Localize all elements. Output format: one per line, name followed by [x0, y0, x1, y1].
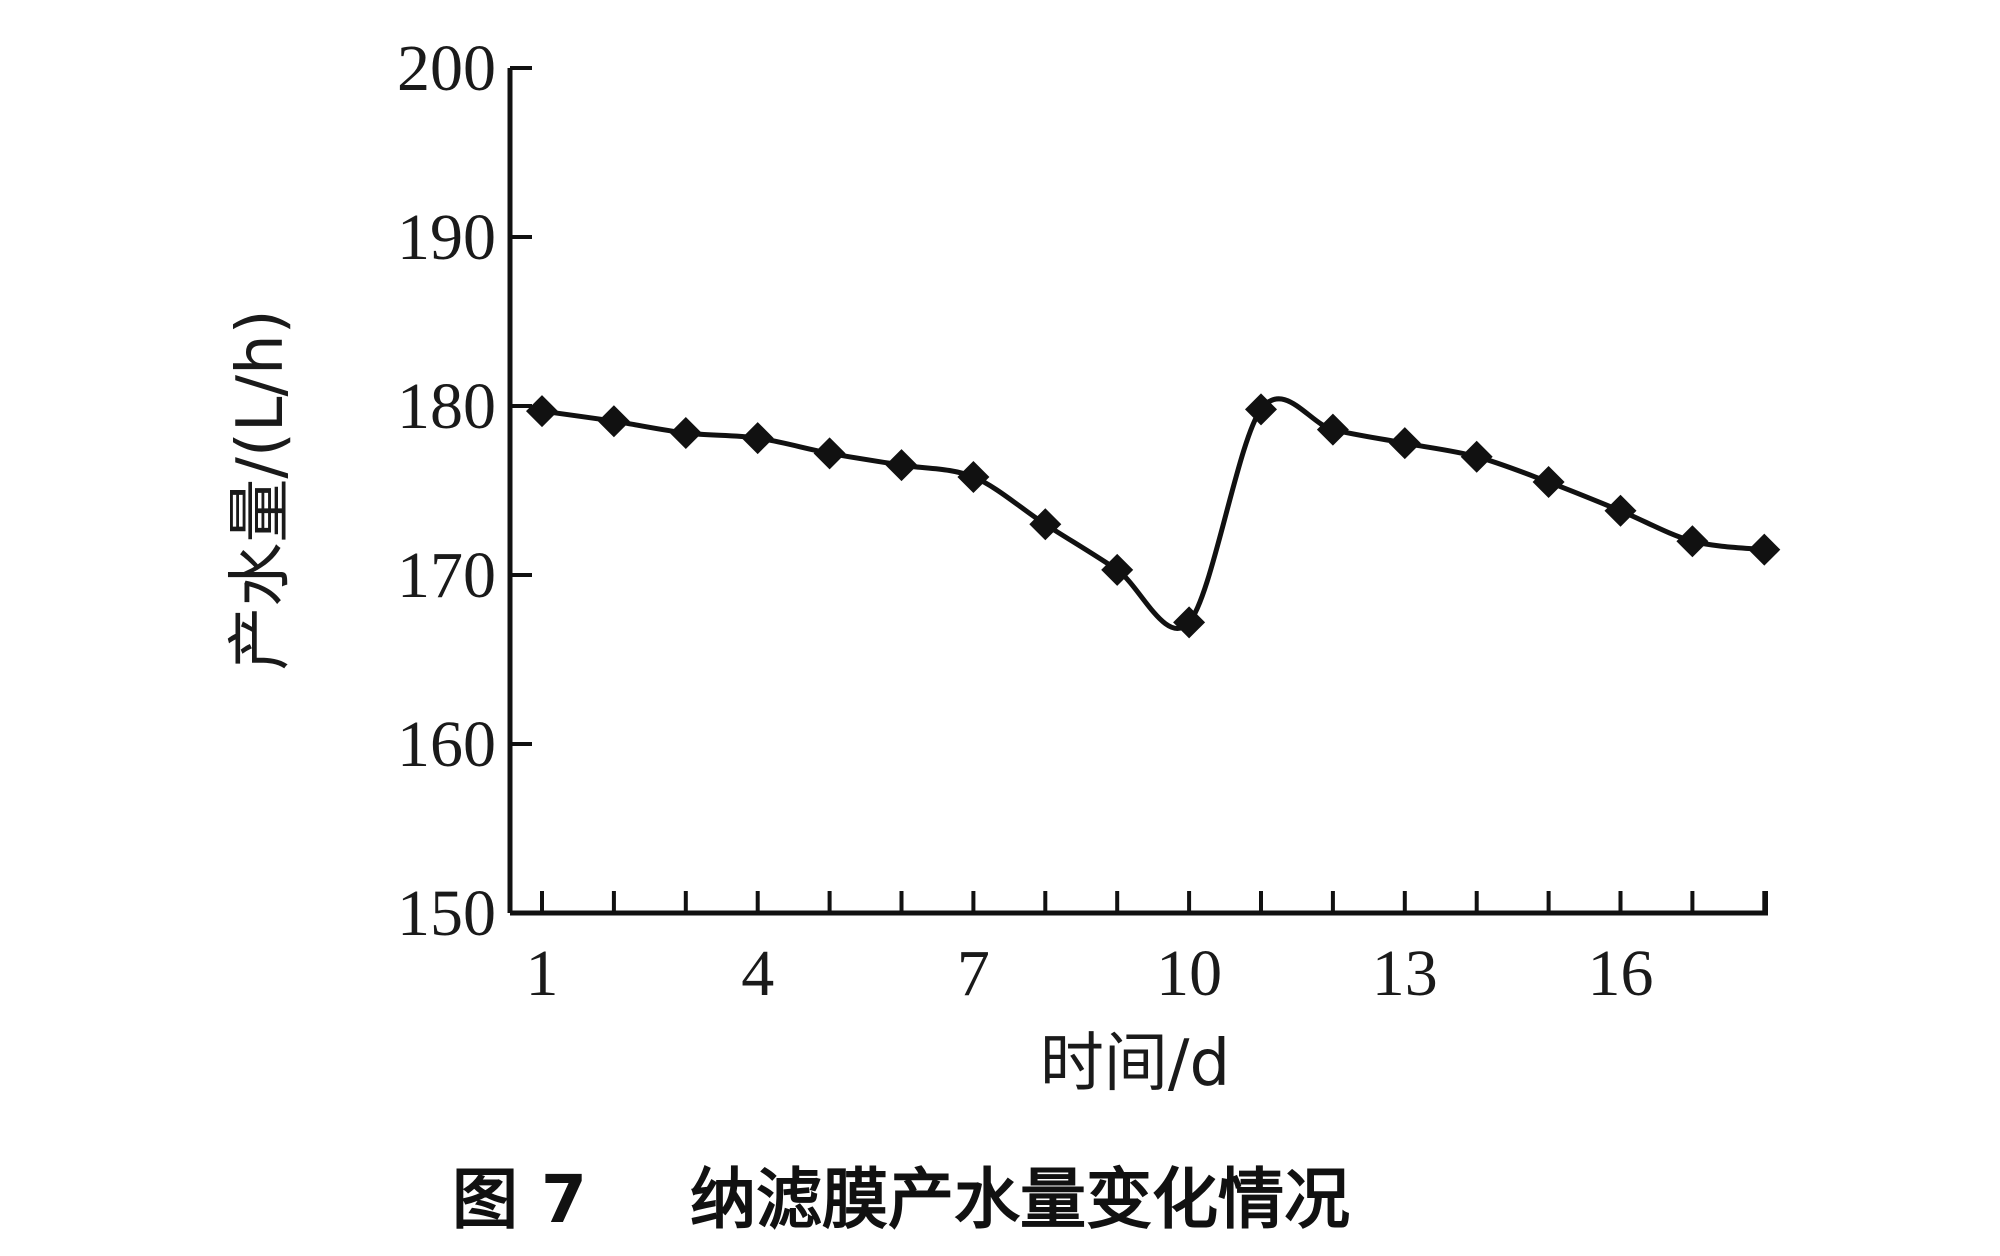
- axes: [507, 68, 1768, 916]
- data-point-marker: [813, 437, 846, 470]
- data-point-marker: [1388, 427, 1421, 460]
- x-axis-title: 时间/d: [1040, 1027, 1230, 1101]
- data-point-marker: [1460, 440, 1493, 473]
- data-point-marker: [597, 405, 630, 438]
- y-tick-label: 160: [397, 708, 496, 781]
- y-tick-label: 190: [397, 201, 496, 274]
- data-point-marker: [1029, 508, 1062, 541]
- data-point-marker: [1245, 393, 1277, 426]
- x-tick-label: 13: [1372, 937, 1438, 1010]
- figure-number: 图 7: [452, 1161, 587, 1238]
- x-tick-label: 16: [1588, 937, 1654, 1010]
- x-tick-label: 4: [741, 937, 774, 1010]
- data-point-marker: [669, 417, 702, 450]
- figure-caption: 纳滤膜产水量变化情况: [690, 1161, 1350, 1238]
- data-point-marker: [1748, 533, 1781, 566]
- data-point-marker: [526, 395, 558, 428]
- y-ticks: 150 160 170 180 190 200: [397, 32, 532, 950]
- y-tick-label: 150: [397, 877, 496, 950]
- y-tick-label: 170: [397, 539, 496, 612]
- data-point-marker: [741, 422, 774, 455]
- data-point-marker: [1676, 525, 1709, 558]
- x-tick-label: 1: [526, 937, 559, 1010]
- series-group: [526, 393, 1781, 639]
- x-tick-label: 7: [957, 937, 990, 1010]
- data-point-marker: [1316, 413, 1349, 446]
- x-tick-label: 10: [1156, 937, 1222, 1010]
- x-ticks: 1 4 7 10 13 16: [526, 891, 1768, 1010]
- data-point-marker: [1532, 466, 1565, 499]
- series-line: [541, 396, 1765, 631]
- y-tick-label: 200: [397, 32, 496, 105]
- data-point-marker: [957, 460, 990, 493]
- y-tick-label: 180: [397, 370, 496, 443]
- data-point-marker: [885, 449, 918, 482]
- data-point-marker: [1101, 553, 1134, 586]
- data-point-marker: [1173, 606, 1206, 639]
- data-point-marker: [1604, 494, 1637, 527]
- y-axis-title: 产水量/(L/h): [224, 309, 298, 670]
